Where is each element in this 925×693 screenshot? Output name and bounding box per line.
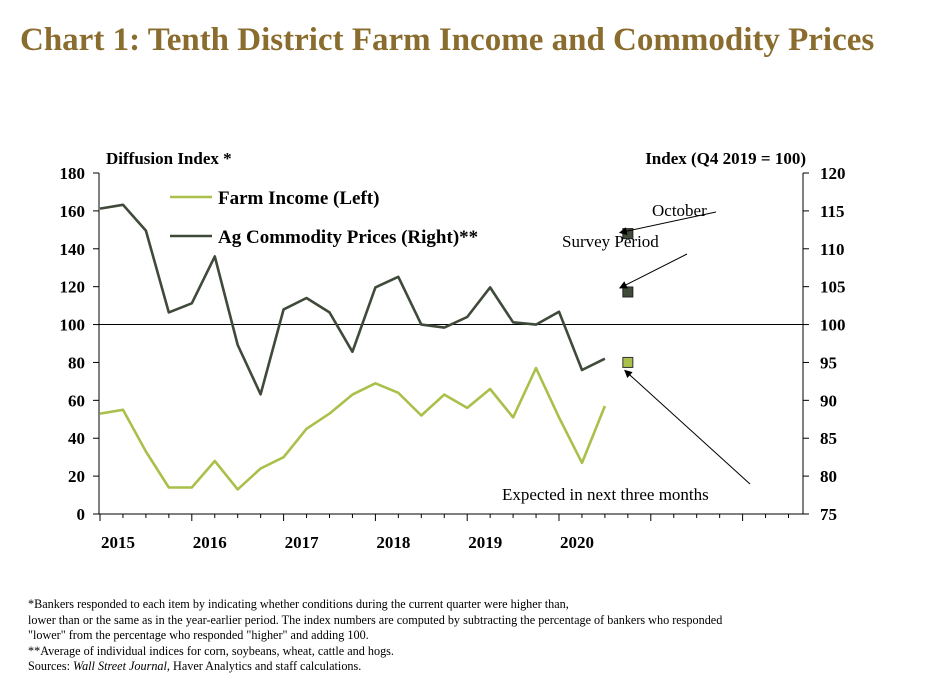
right-axis-title: Index (Q4 2019 = 100) bbox=[645, 149, 806, 168]
left-tick-label: 40 bbox=[68, 429, 85, 448]
right-tick-label: 120 bbox=[820, 164, 846, 183]
x-tick-label: 2019 bbox=[468, 533, 502, 552]
sources-suffix: , Haver Analytics and staff calculations… bbox=[166, 659, 362, 674]
left-tick-label: 80 bbox=[68, 353, 85, 372]
chart-svg: 0 20 40 60 80 100 120 140 160 180 75 80 85 90 95 100 105… bbox=[60, 149, 846, 552]
legend-label-ag-commodity-prices: Ag Commodity Prices (Right)** bbox=[218, 227, 478, 248]
annotations: October Survey Period Expected in next thr… bbox=[502, 201, 751, 504]
footnote-4: **Average of individual indices for corn… bbox=[28, 643, 394, 658]
right-tick-label: 115 bbox=[820, 202, 845, 221]
annotation-survey-period: Survey Period bbox=[562, 232, 659, 251]
right-tick-label: 105 bbox=[820, 278, 846, 297]
sources-prefix: Sources: bbox=[28, 659, 74, 674]
right-tick-label: 85 bbox=[820, 429, 837, 448]
x-tick-label: 2016 bbox=[193, 533, 227, 552]
series-markers bbox=[622, 228, 634, 368]
x-tick-label: 2015 bbox=[101, 533, 135, 552]
x-tick-label: 2017 bbox=[285, 533, 320, 552]
footnotes: *Bankers responded to each item by indic… bbox=[28, 597, 908, 675]
left-tick-label: 180 bbox=[60, 164, 86, 183]
x-tick-label: 2020 bbox=[560, 533, 594, 552]
arrow-expected bbox=[624, 369, 751, 485]
annotation-october: October bbox=[652, 201, 707, 220]
right-tick-label: 80 bbox=[820, 467, 837, 486]
sources-italic: Wall Street Journal bbox=[73, 659, 167, 674]
arrow-survey-period bbox=[618, 253, 688, 289]
legend-label-farm-income: Farm Income (Left) bbox=[218, 188, 379, 209]
left-tick-label: 160 bbox=[60, 202, 86, 221]
footnote-1: *Bankers responded to each item by indic… bbox=[28, 597, 569, 611]
sources-line: Sources: Wall Street Journal, Haver Anal… bbox=[28, 659, 908, 675]
right-tick-label: 110 bbox=[820, 240, 845, 259]
chart-title: Chart 1: Tenth District Farm Income and … bbox=[20, 22, 875, 58]
left-tick-label: 20 bbox=[68, 467, 85, 486]
footnote-2: lower than or the same as in the year-ea… bbox=[28, 612, 723, 627]
series-line-ag-commodity-prices bbox=[99, 203, 606, 396]
series-lines bbox=[99, 203, 607, 491]
legend: Farm Income (Left) Ag Commodity Prices (R… bbox=[170, 188, 478, 248]
right-tick-label: 100 bbox=[820, 316, 846, 335]
left-axis-title: Diffusion Index * bbox=[106, 149, 232, 168]
left-tick-label: 100 bbox=[60, 316, 86, 335]
right-tick-label: 90 bbox=[820, 391, 837, 410]
arrow-october bbox=[618, 211, 717, 236]
left-tick-label: 60 bbox=[68, 391, 85, 410]
series-line-farm-income bbox=[99, 366, 607, 491]
right-tick-label: 95 bbox=[820, 353, 837, 372]
x-tick-label: 2018 bbox=[376, 533, 410, 552]
plot-frame bbox=[93, 172, 809, 521]
tick-labels: 0 20 40 60 80 100 120 140 160 180 75 80 85 90 95 100 105… bbox=[60, 149, 846, 552]
expected-marker bbox=[622, 356, 634, 368]
footnote-3: "lower" from the percentage who responde… bbox=[28, 628, 369, 643]
left-tick-label: 0 bbox=[77, 505, 86, 524]
survey-period-marker bbox=[622, 286, 634, 298]
right-tick-label: 75 bbox=[820, 505, 837, 524]
annotation-expected: Expected in next three months bbox=[502, 485, 709, 504]
left-tick-label: 140 bbox=[60, 240, 86, 259]
left-tick-label: 120 bbox=[60, 278, 86, 297]
